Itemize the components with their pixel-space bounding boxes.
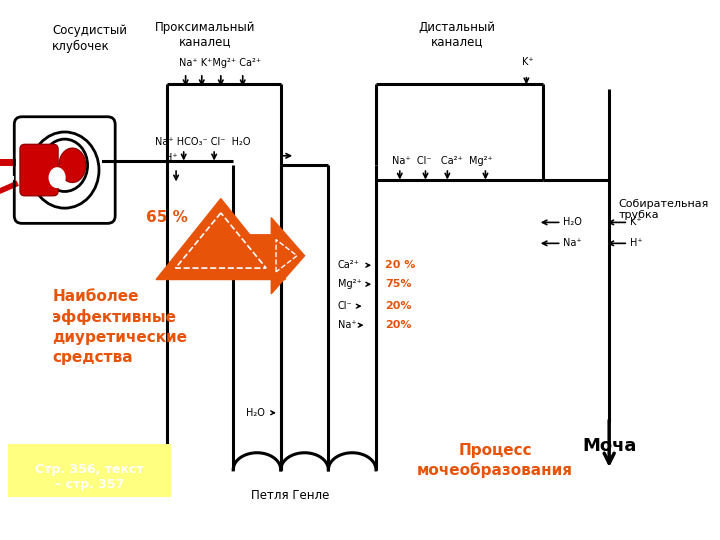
Text: H⁺: H⁺ [630,238,643,248]
Text: Ca²⁺: Ca²⁺ [338,260,360,270]
Text: K⁺: K⁺ [521,57,534,68]
Text: Дистальный
каналец: Дистальный каналец [418,21,495,49]
Polygon shape [204,218,305,294]
Text: Собирательная
трубка: Собирательная трубка [618,199,709,220]
Text: Na⁺: Na⁺ [338,320,356,330]
Text: Na⁺ K⁺Mg²⁺ Ca²⁺: Na⁺ K⁺Mg²⁺ Ca²⁺ [179,58,261,68]
Ellipse shape [59,148,86,183]
Text: Стр. 356, текст
– стр. 357: Стр. 356, текст – стр. 357 [35,463,144,490]
Text: 20 %: 20 % [385,260,416,270]
Text: H₂O: H₂O [564,218,582,227]
Text: Na⁺  Cl⁻   Ca²⁺  Mg²⁺: Na⁺ Cl⁻ Ca²⁺ Mg²⁺ [392,156,493,166]
Text: Моча: Моча [582,437,636,455]
Text: Петля Генле: Петля Генле [251,489,330,502]
Ellipse shape [48,167,66,188]
Text: Проксимальный
каналец: Проксимальный каналец [154,21,255,49]
Text: Na⁺ HCO₃⁻ Cl⁻  H₂O: Na⁺ HCO₃⁻ Cl⁻ H₂O [155,137,251,147]
Text: H₂O: H₂O [246,408,264,418]
Text: K⁺: K⁺ [630,218,642,227]
Polygon shape [156,199,286,280]
Text: 65 %: 65 % [145,210,187,225]
FancyBboxPatch shape [8,444,171,497]
Text: Процесс
мочеобразования: Процесс мочеобразования [417,443,573,478]
Text: 20%: 20% [385,301,412,311]
Text: Наиболее
эффективные
диуретические
средства: Наиболее эффективные диуретические средс… [53,289,187,365]
Text: H⁺: H⁺ [165,153,177,164]
Text: Cl⁻: Cl⁻ [338,301,353,311]
Text: Mg²⁺: Mg²⁺ [338,279,361,289]
Text: 20%: 20% [385,320,412,330]
FancyBboxPatch shape [20,144,58,196]
Text: 75%: 75% [385,279,412,289]
Text: Na⁺: Na⁺ [564,238,582,248]
Text: Сосудистый
клубочек: Сосудистый клубочек [53,24,127,52]
